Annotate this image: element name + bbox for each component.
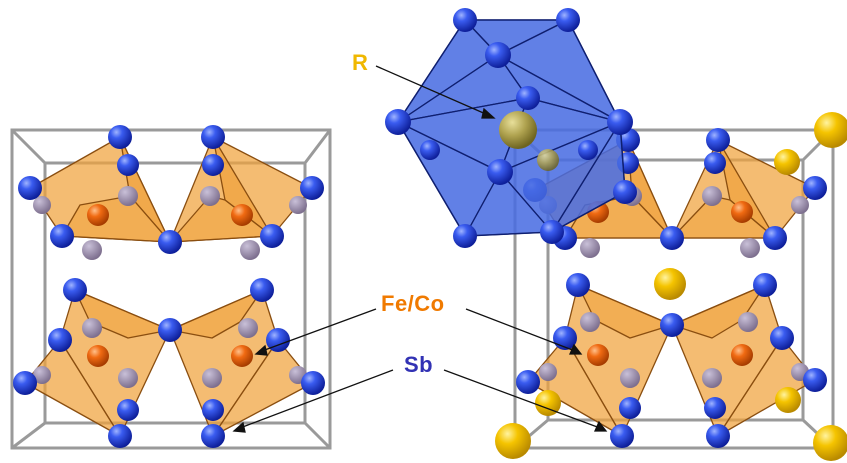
r-atom-in-cage xyxy=(499,111,537,149)
left-octahedra xyxy=(24,136,314,437)
arrow-sb-right xyxy=(443,369,601,429)
left-sb-atoms xyxy=(13,125,325,448)
arrow-feco-left xyxy=(261,308,377,352)
fe-co-atom xyxy=(231,204,253,226)
arrow-r xyxy=(375,65,489,116)
label-r: R xyxy=(352,50,369,75)
r-atom-corner xyxy=(535,390,561,416)
r-atom-corner xyxy=(813,425,847,461)
leader-arrows xyxy=(232,65,608,433)
icosahedron-cage xyxy=(385,8,637,248)
fe-co-atom xyxy=(231,345,253,367)
right-r-atoms xyxy=(495,112,847,461)
fe-co-atom xyxy=(87,345,109,367)
arrow-feco-right xyxy=(465,308,576,352)
fe-co-atom xyxy=(87,204,109,226)
arrow-sb-left xyxy=(239,369,394,429)
fe-co-atom xyxy=(731,201,753,223)
r-atom-center xyxy=(654,268,686,300)
r-atom-corner xyxy=(775,387,801,413)
left-cell-front-edges xyxy=(10,128,332,450)
icosahedron-sb-atoms xyxy=(385,8,637,248)
r-atom-in-cage-back xyxy=(537,149,559,171)
left-unit-cell xyxy=(10,125,332,450)
r-atom-corner xyxy=(774,149,800,175)
r-atom-corner xyxy=(495,423,531,459)
left-sb-ghost-atoms xyxy=(33,186,307,388)
r-atom-corner xyxy=(814,112,847,148)
fe-co-atom xyxy=(731,344,753,366)
right-cell-back-edges xyxy=(546,158,805,422)
label-fe-co: Fe/Co xyxy=(381,291,445,316)
label-sb: Sb xyxy=(404,352,434,377)
left-cell-back-edges xyxy=(43,161,307,425)
fe-co-atom xyxy=(587,344,609,366)
left-fe-co-atoms xyxy=(87,204,253,367)
